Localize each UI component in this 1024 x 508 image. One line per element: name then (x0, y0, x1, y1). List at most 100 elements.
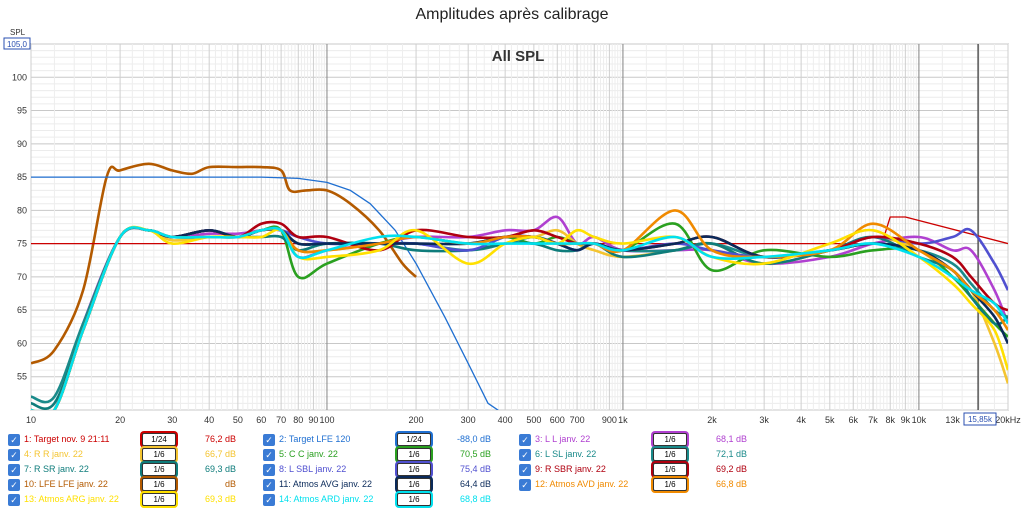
y-axis-label: SPL (10, 28, 26, 37)
x-tick-label: 2k (707, 415, 717, 425)
x-tick-label: 30 (167, 415, 177, 425)
legend-item[interactable]: ✓ 6: L SL janv. 22 1/6 72,1 dB (519, 448, 769, 463)
legend-level: 69,3 dB (204, 464, 236, 474)
legend-series-name: 1: Target nov. 9 21:11 (24, 434, 110, 444)
y-tick-label: 80 (17, 205, 27, 215)
legend-level: dB (224, 479, 236, 489)
legend-checkbox[interactable]: ✓ (519, 464, 531, 476)
legend-item[interactable]: ✓ 3: L L janv. 22 1/6 68,1 dB (519, 433, 769, 448)
series-line-2[interactable] (31, 176, 505, 415)
x-tick-label: 4k (796, 415, 806, 425)
legend-smoothing-button[interactable]: 1/6 (142, 478, 176, 491)
y-tick-label: 75 (17, 239, 27, 249)
legend-item[interactable]: ✓ 12: Atmos AVD janv. 22 1/6 66,8 dB (519, 478, 769, 493)
legend-item[interactable]: ✓ 11: Atmos AVG janv. 22 1/6 64,4 dB (263, 478, 513, 493)
x-tick-label: 60 (256, 415, 266, 425)
y-tick-label: 95 (17, 106, 27, 116)
x-tick-label: 1k (618, 415, 628, 425)
legend-level: 68,1 dB (715, 434, 747, 444)
legend-item[interactable]: ✓ 2: Target LFE 120 1/24 -88,0 dB (263, 433, 513, 448)
x-tick-label: 100 (319, 415, 334, 425)
legend-checkbox[interactable]: ✓ (263, 434, 275, 446)
legend-checkbox[interactable]: ✓ (8, 449, 20, 461)
y-tick-label: 90 (17, 139, 27, 149)
x-tick-label: 20 (115, 415, 125, 425)
legend-level: 76,2 dB (204, 434, 236, 444)
legend-smoothing-button[interactable]: 1/6 (397, 493, 431, 506)
legend-checkbox[interactable]: ✓ (263, 464, 275, 476)
y-tick-label: 60 (17, 338, 27, 348)
legend-checkbox[interactable]: ✓ (8, 434, 20, 446)
legend-item[interactable]: ✓ 9: R SBR janv. 22 1/6 69,2 dB (519, 463, 769, 478)
legend-smoothing-button[interactable]: 1/6 (142, 493, 176, 506)
series-line-13[interactable] (31, 225, 1008, 416)
legend-checkbox[interactable]: ✓ (519, 479, 531, 491)
x-tick-label: 700 (570, 415, 585, 425)
x-tick-label: 8k (885, 415, 895, 425)
legend-checkbox[interactable]: ✓ (519, 449, 531, 461)
x-tick-label: 500 (526, 415, 541, 425)
legend-item[interactable]: ✓ 13: Atmos ARG janv. 22 1/6 69,3 dB (8, 493, 258, 508)
legend-smoothing-button[interactable]: 1/6 (397, 463, 431, 476)
legend-smoothing-button[interactable]: 1/24 (142, 433, 176, 446)
x-tick-label: 600 (550, 415, 565, 425)
legend-item[interactable]: ✓ 4: R R janv. 22 1/6 66,7 dB (8, 448, 258, 463)
legend-series-name: 6: L SL janv. 22 (535, 449, 597, 459)
series-lines (31, 162, 1008, 416)
y-tick-label: 100 (12, 72, 27, 82)
legend-level: 69,3 dB (204, 494, 236, 504)
y-top-box[interactable]: 105,0 (7, 40, 28, 49)
chart-title: Amplitudes après calibrage (415, 6, 609, 23)
legend-checkbox[interactable]: ✓ (8, 464, 20, 476)
legend-smoothing-button[interactable]: 1/6 (397, 448, 431, 461)
legend-series-name: 11: Atmos AVG janv. 22 (279, 479, 373, 489)
x-tick-label: 5k (825, 415, 835, 425)
legend-checkbox[interactable]: ✓ (8, 494, 20, 506)
legend-checkbox[interactable]: ✓ (263, 494, 275, 506)
legend-series-name: 3: L L janv. 22 (535, 434, 591, 444)
series-line-10[interactable] (31, 162, 417, 365)
legend-item[interactable]: ✓ 1: Target nov. 9 21:11 1/24 76,2 dB (8, 433, 258, 448)
legend-checkbox[interactable]: ✓ (263, 449, 275, 461)
x-cursor-box[interactable]: 15,85k (968, 415, 993, 424)
x-tick-label: 10 (26, 415, 36, 425)
x-tick-label: 50 (233, 415, 243, 425)
legend-level: 70,5 dB (459, 449, 491, 459)
legend-item[interactable]: ✓ 10: LFE LFE janv. 22 1/6 dB (8, 478, 258, 493)
legend-smoothing-button[interactable]: 1/6 (653, 478, 687, 491)
y-tick-label: 85 (17, 172, 27, 182)
legend-series-name: 2: Target LFE 120 (279, 434, 351, 444)
chart-plot[interactable]: 55 60 65 70 75 80 85 90 95 100 10 20 30 40 50 60 70 80 90… (0, 0, 1024, 430)
legend-item[interactable]: ✓ 7: R SR janv. 22 1/6 69,3 dB (8, 463, 258, 478)
legend-series-name: 12: Atmos AVD janv. 22 (535, 479, 629, 489)
legend-smoothing-button[interactable]: 1/6 (397, 478, 431, 491)
legend-smoothing-button[interactable]: 1/6 (142, 448, 176, 461)
x-tick-label: 900 (602, 415, 617, 425)
legend-smoothing-button[interactable]: 1/6 (142, 463, 176, 476)
x-tick-label: 7k (868, 415, 878, 425)
legend-checkbox[interactable]: ✓ (263, 479, 275, 491)
legend-smoothing-button[interactable]: 1/6 (653, 463, 687, 476)
legend-item[interactable]: ✓ 5: C C janv. 22 1/6 70,5 dB (263, 448, 513, 463)
legend-item[interactable]: ✓ 14: Atmos ARD janv. 22 1/6 68,8 dB (263, 493, 513, 508)
x-tick-label: 6k (848, 415, 858, 425)
legend-item[interactable]: ✓ 8: L SBL janv. 22 1/6 75,4 dB (263, 463, 513, 478)
legend-checkbox[interactable]: ✓ (8, 479, 20, 491)
legend-level: 75,4 dB (459, 464, 491, 474)
x-tick-label: 13k (945, 415, 960, 425)
x-tick-label: 300 (461, 415, 476, 425)
series-line-14[interactable] (31, 226, 1008, 416)
legend-series-name: 5: C C janv. 22 (279, 449, 338, 459)
legend-smoothing-button[interactable]: 1/6 (653, 448, 687, 461)
legend-checkbox[interactable]: ✓ (519, 434, 531, 446)
legend-smoothing-button[interactable]: 1/24 (397, 433, 431, 446)
y-tick-label: 70 (17, 272, 27, 282)
x-tick-label: 9k (901, 415, 911, 425)
legend-smoothing-button[interactable]: 1/6 (653, 433, 687, 446)
legend-series-name: 14: Atmos ARD janv. 22 (279, 494, 374, 504)
legend-series-name: 8: L SBL janv. 22 (279, 464, 347, 474)
x-tick-label: 90 (308, 415, 318, 425)
grid-lines (30, 43, 1009, 411)
x-tick-label: 40 (204, 415, 214, 425)
x-tick-labels: 10 20 30 40 50 60 70 80 90 100 200 300 400 500 600 700 9… (26, 415, 1021, 425)
